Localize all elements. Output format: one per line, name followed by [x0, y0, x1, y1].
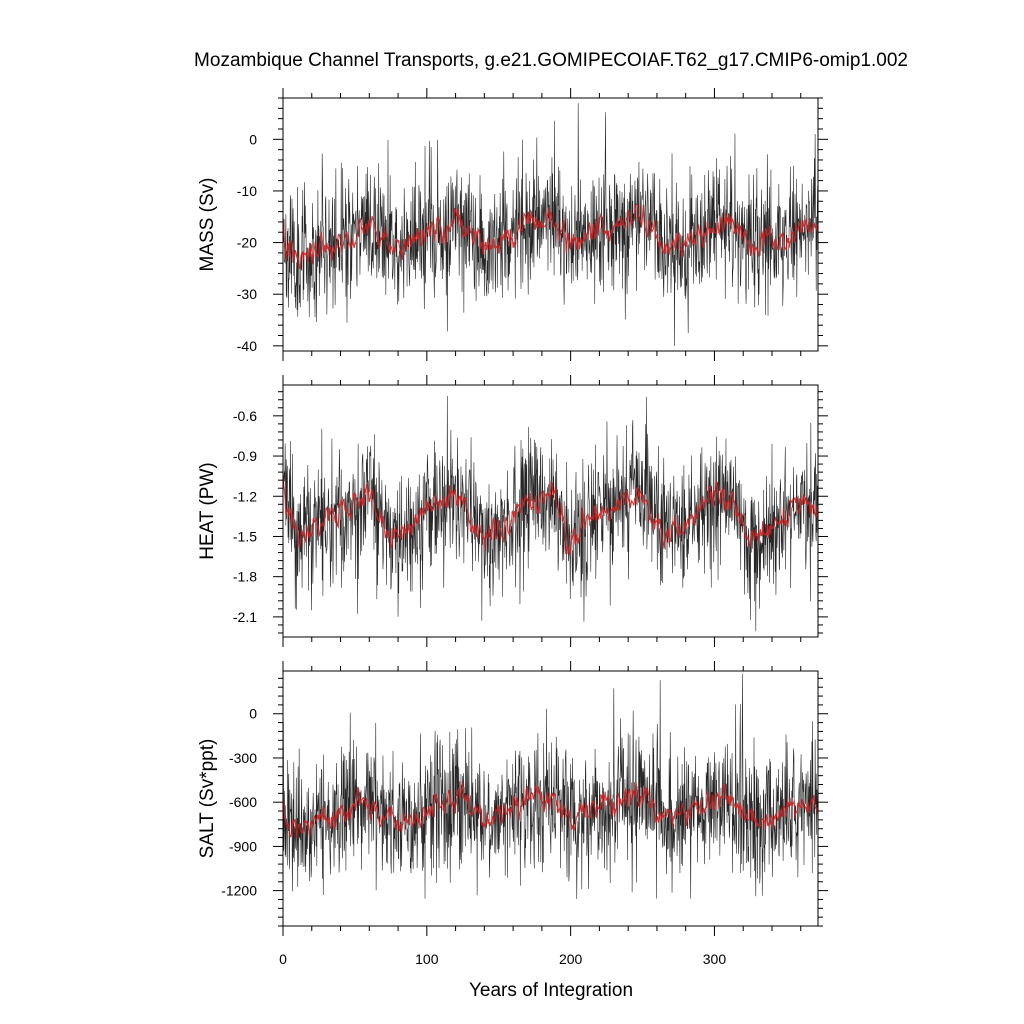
y-tick-label: -10: [237, 183, 257, 199]
panels: 0 -10 -20 -30 -40 MASS (Sv) -0.6 -0.9 -1.2 -1.5 -1…: [197, 88, 828, 936]
y-tick-label: -600: [229, 794, 257, 810]
panel-3: 0 -300 -600 -900 -1200 SALT (Sv*ppt): [197, 661, 828, 936]
y-axis-label-3: SALT (Sv*ppt): [197, 739, 218, 859]
panel-1: 0 -10 -20 -30 -40 MASS (Sv): [197, 88, 828, 361]
x-tick-label: 0: [279, 951, 287, 967]
x-tick-label: 300: [703, 951, 727, 967]
x-axis-label: Years of Integration: [469, 980, 633, 1001]
x-tick-labels: 0 100 200 300: [279, 951, 726, 967]
series-raw-1: [282, 103, 819, 346]
plot-frame-2: [282, 384, 819, 638]
y-tick-label: -1.2: [233, 488, 257, 504]
x-tick-label: 100: [415, 951, 439, 967]
y-tick-label: -1.8: [233, 569, 257, 585]
series-smoothed-2: [282, 469, 819, 556]
series-raw-3: [282, 673, 819, 899]
y-tick-label: -300: [229, 750, 257, 766]
y-tick-label: -1200: [221, 883, 257, 899]
x-tick-label: 200: [559, 951, 583, 967]
y-tick-label: -30: [237, 286, 257, 302]
y-axis-label-1: MASS (Sv): [197, 178, 218, 272]
y-tick-label: -0.6: [233, 408, 257, 424]
series-raw-2: [282, 396, 819, 632]
y-axis-label-2: HEAT (PW): [197, 462, 218, 559]
plot-frame-1: [282, 97, 819, 352]
y-tick-label: 0: [249, 706, 257, 722]
panel-2: -0.6 -0.9 -1.2 -1.5 -1.8 -2.1 HEAT (PW): [197, 375, 828, 647]
y-tick-label: -2.1: [233, 609, 257, 625]
series-smoothed-3: [282, 781, 819, 839]
y-tick-label: -0.9: [233, 448, 257, 464]
series-smoothed-1: [282, 203, 819, 270]
chart-title: Mozambique Channel Transports, g.e21.GOM…: [194, 50, 908, 71]
y-tick-label: -20: [237, 235, 257, 251]
y-tick-label: 0: [249, 131, 257, 147]
plot-frame-3: [282, 670, 819, 927]
y-tick-label: -900: [229, 838, 257, 854]
y-tick-label: -40: [237, 338, 257, 354]
y-tick-label: -1.5: [233, 528, 257, 544]
